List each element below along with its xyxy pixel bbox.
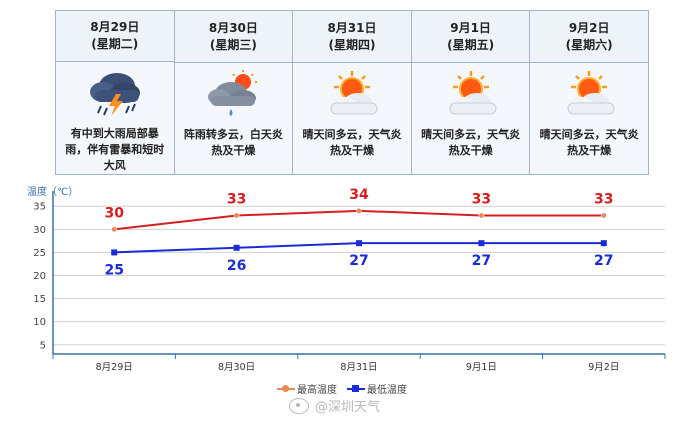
legend-swatch-low — [347, 384, 365, 394]
day-date: 8月31日 — [327, 20, 377, 35]
y-tick-label: 5 — [40, 340, 46, 351]
rain-to-cloudy-icon — [203, 69, 263, 121]
legend-swatch-high — [277, 384, 295, 394]
day-description: 晴天间多云，天气炎热及干燥 — [421, 128, 521, 157]
day-description: 晴天间多云，天气炎热及干燥 — [302, 128, 402, 157]
day-description: 晴天间多云，天气炎热及干燥 — [539, 128, 639, 157]
low-temp-point — [478, 240, 485, 247]
day-weekday: (星期五) — [447, 37, 495, 52]
day-body: 晴天间多云，天气炎热及干燥 — [530, 63, 648, 174]
watermark: @深圳天气 — [289, 396, 380, 415]
forecast-day: 8月31日 (星期四) 晴天间多云，天气炎热及干燥 — [293, 11, 412, 174]
chart-canvas: 5 10 15 20 25 30 35 8月29日 8月30日 8月31日 9月1日 9月2日 30 33… — [33, 187, 666, 373]
forecast-day: 8月30日 (星期三) 阵雨转多云，白天炎热及干燥 — [174, 11, 294, 174]
high-temp-point — [233, 212, 240, 219]
high-temp-point — [600, 212, 607, 219]
high-temp-label: 33 — [227, 191, 246, 207]
y-tick-label: 15 — [33, 294, 46, 305]
day-date: 9月1日 — [450, 20, 491, 35]
low-temp-label: 27 — [472, 253, 491, 269]
sunny-cloudy-icon — [441, 69, 501, 121]
day-description: 有中到大雨局部暴雨，伴有雷暴和短时大风 — [65, 127, 165, 172]
weibo-icon — [289, 397, 309, 414]
x-tick-label: 9月1日 — [466, 362, 497, 373]
day-body: 阵雨转多云，白天炎热及干燥 — [174, 63, 293, 174]
day-weekday: (星期六) — [565, 37, 613, 52]
x-tick-label: 8月31日 — [340, 362, 377, 373]
x-tick-label: 9月2日 — [588, 362, 619, 373]
day-header: 9月1日 (星期五) — [411, 11, 530, 63]
day-body: 有中到大雨局部暴雨，伴有雷暴和短时大风 — [56, 62, 174, 174]
day-body: 晴天间多云，天气炎热及干燥 — [293, 63, 411, 174]
x-tick-label: 8月29日 — [96, 362, 133, 373]
high-temp-point — [356, 208, 362, 214]
high-temp-label: 34 — [349, 187, 369, 203]
sunny-cloudy-icon — [559, 69, 619, 121]
day-weekday: (星期二) — [91, 37, 139, 51]
high-temp-label: 33 — [594, 191, 613, 207]
day-header: 8月30日 (星期三) — [174, 11, 293, 63]
low-temp-label: 27 — [349, 253, 368, 269]
forecast-day: 8月29日 (星期二) 有中到大雨局部暴雨，伴有雷暴和短时大风 — [56, 11, 175, 174]
high-temp-point — [111, 226, 118, 233]
day-header: 9月2日 (星期六) — [530, 11, 648, 63]
forecast-table: 8月29日 (星期二) 有中到大雨局部暴雨，伴有雷暴和短时大风 — [55, 10, 649, 175]
sunny-cloudy-icon — [322, 69, 382, 121]
y-tick-label: 35 — [33, 202, 46, 213]
legend-item-low[interactable]: 最低温度 — [347, 381, 407, 396]
watermark-text: @深圳天气 — [315, 400, 381, 415]
low-temp-point — [111, 249, 118, 256]
day-weekday: (星期三) — [209, 37, 257, 52]
low-temp-label: 25 — [104, 262, 123, 278]
y-tick-label: 10 — [33, 317, 46, 328]
y-tick-label: 25 — [33, 248, 46, 259]
thunderstorm-icon — [85, 68, 145, 120]
day-body: 晴天间多云，天气炎热及干燥 — [411, 63, 530, 174]
low-temp-label: 27 — [594, 253, 613, 269]
forecast-day: 9月1日 (星期五) 晴天间多云，天气炎热及干燥 — [411, 11, 531, 174]
legend-label-low: 最低温度 — [367, 385, 407, 396]
day-header: 8月31日 (星期四) — [293, 11, 411, 63]
y-tick-label: 20 — [33, 271, 46, 282]
day-weekday: (星期四) — [328, 37, 376, 52]
temperature-chart: 温度（℃） 51015202530358月29日8月30日8月31日9月1日9月… — [0, 178, 690, 422]
day-date: 9月2日 — [568, 20, 610, 35]
x-tick-label: 8月30日 — [218, 362, 255, 373]
chart-legend: 最高温度 最低温度 — [277, 381, 417, 396]
day-date: 8月29日 — [90, 20, 140, 34]
high-temp-point — [478, 212, 485, 219]
low-temp-point — [233, 244, 240, 251]
legend-label-high: 最高温度 — [297, 385, 337, 396]
low-temp-label: 26 — [227, 258, 246, 274]
day-date: 8月30日 — [208, 20, 258, 35]
high-temp-label: 30 — [104, 205, 124, 221]
forecast-day: 9月2日 (星期六) 晴天间多云，天气炎热及干燥 — [530, 11, 648, 174]
y-tick-label: 30 — [33, 225, 46, 236]
low-temp-point — [356, 240, 362, 247]
high-temp-label: 33 — [472, 191, 491, 207]
day-header: 8月29日 (星期二) — [56, 11, 174, 62]
low-temp-point — [600, 240, 607, 247]
day-description: 阵雨转多云，白天炎热及干燥 — [183, 128, 283, 157]
legend-item-high[interactable]: 最高温度 — [277, 381, 337, 396]
